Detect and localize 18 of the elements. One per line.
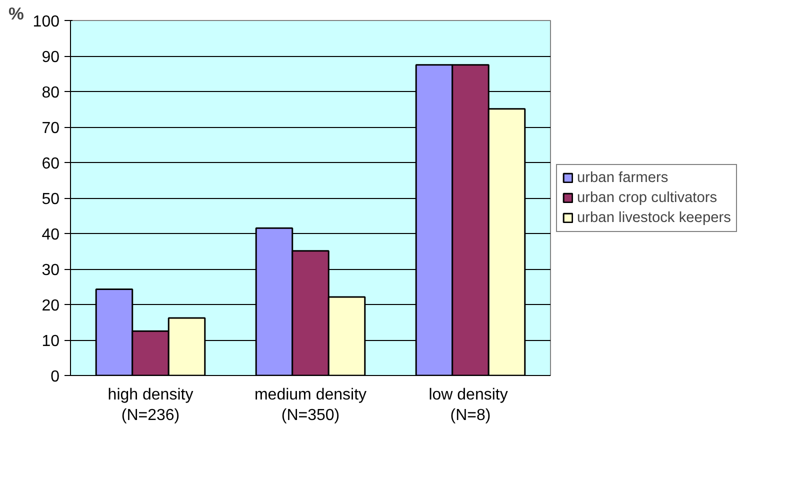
legend-label: urban farmers xyxy=(577,170,668,186)
y-tick-label: 80 xyxy=(42,84,60,102)
x-tick-label: medium density (N=350) xyxy=(254,386,367,424)
legend-label: urban livestock keepers xyxy=(577,210,731,226)
y-tick-label: 60 xyxy=(42,156,60,172)
y-tick-label: 100 xyxy=(32,14,60,30)
y-tick-label: 50 xyxy=(42,191,60,208)
x-tick-label: high density (N=236) xyxy=(108,386,194,424)
legend-label: urban crop cultivators xyxy=(577,190,718,206)
y-tick-label: 20 xyxy=(42,298,60,314)
y-tick-label: 30 xyxy=(42,262,60,279)
y-tick-label: 10 xyxy=(42,333,60,350)
y-tick-label: 90 xyxy=(42,49,60,66)
x-tick-label: low density (N=8) xyxy=(428,386,508,424)
y-tick-label: 40 xyxy=(42,226,60,244)
y-tick-label: 70 xyxy=(42,120,60,137)
y-axis-title: % xyxy=(8,4,24,24)
y-tick-label: 0 xyxy=(50,368,60,386)
